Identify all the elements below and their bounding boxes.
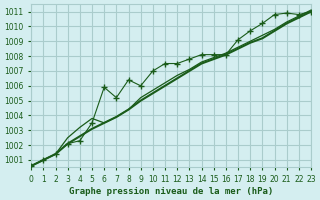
- X-axis label: Graphe pression niveau de la mer (hPa): Graphe pression niveau de la mer (hPa): [69, 187, 273, 196]
